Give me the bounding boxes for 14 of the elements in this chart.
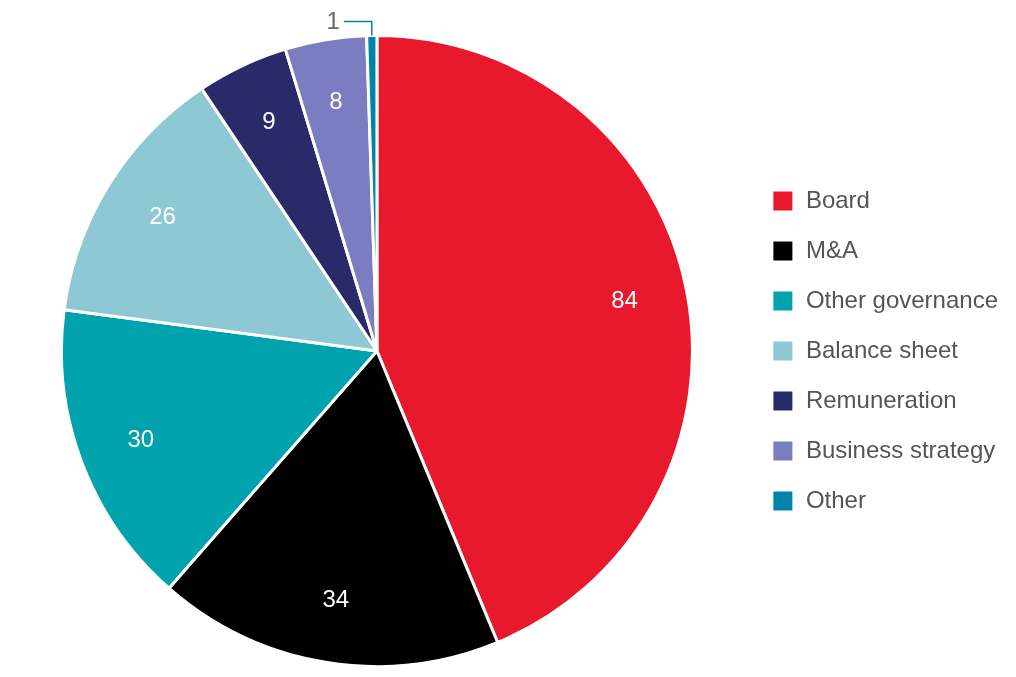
data-label: 26 [149,202,176,230]
legend-label: Balance sheet [805,335,959,363]
data-label: 30 [127,424,155,452]
data-label: 34 [322,584,350,612]
legend-label: Remuneration [805,385,957,413]
data-label: 8 [329,86,343,114]
data-label: 1 [326,7,340,35]
legend-label: Business strategy [805,435,996,463]
data-label: 84 [611,286,638,314]
legend-label: M&A [805,235,858,263]
legend-label: Board [805,185,870,213]
data-label: 9 [262,107,276,135]
legend-label: Other [805,485,866,513]
legend-label: Other governance [805,285,999,313]
